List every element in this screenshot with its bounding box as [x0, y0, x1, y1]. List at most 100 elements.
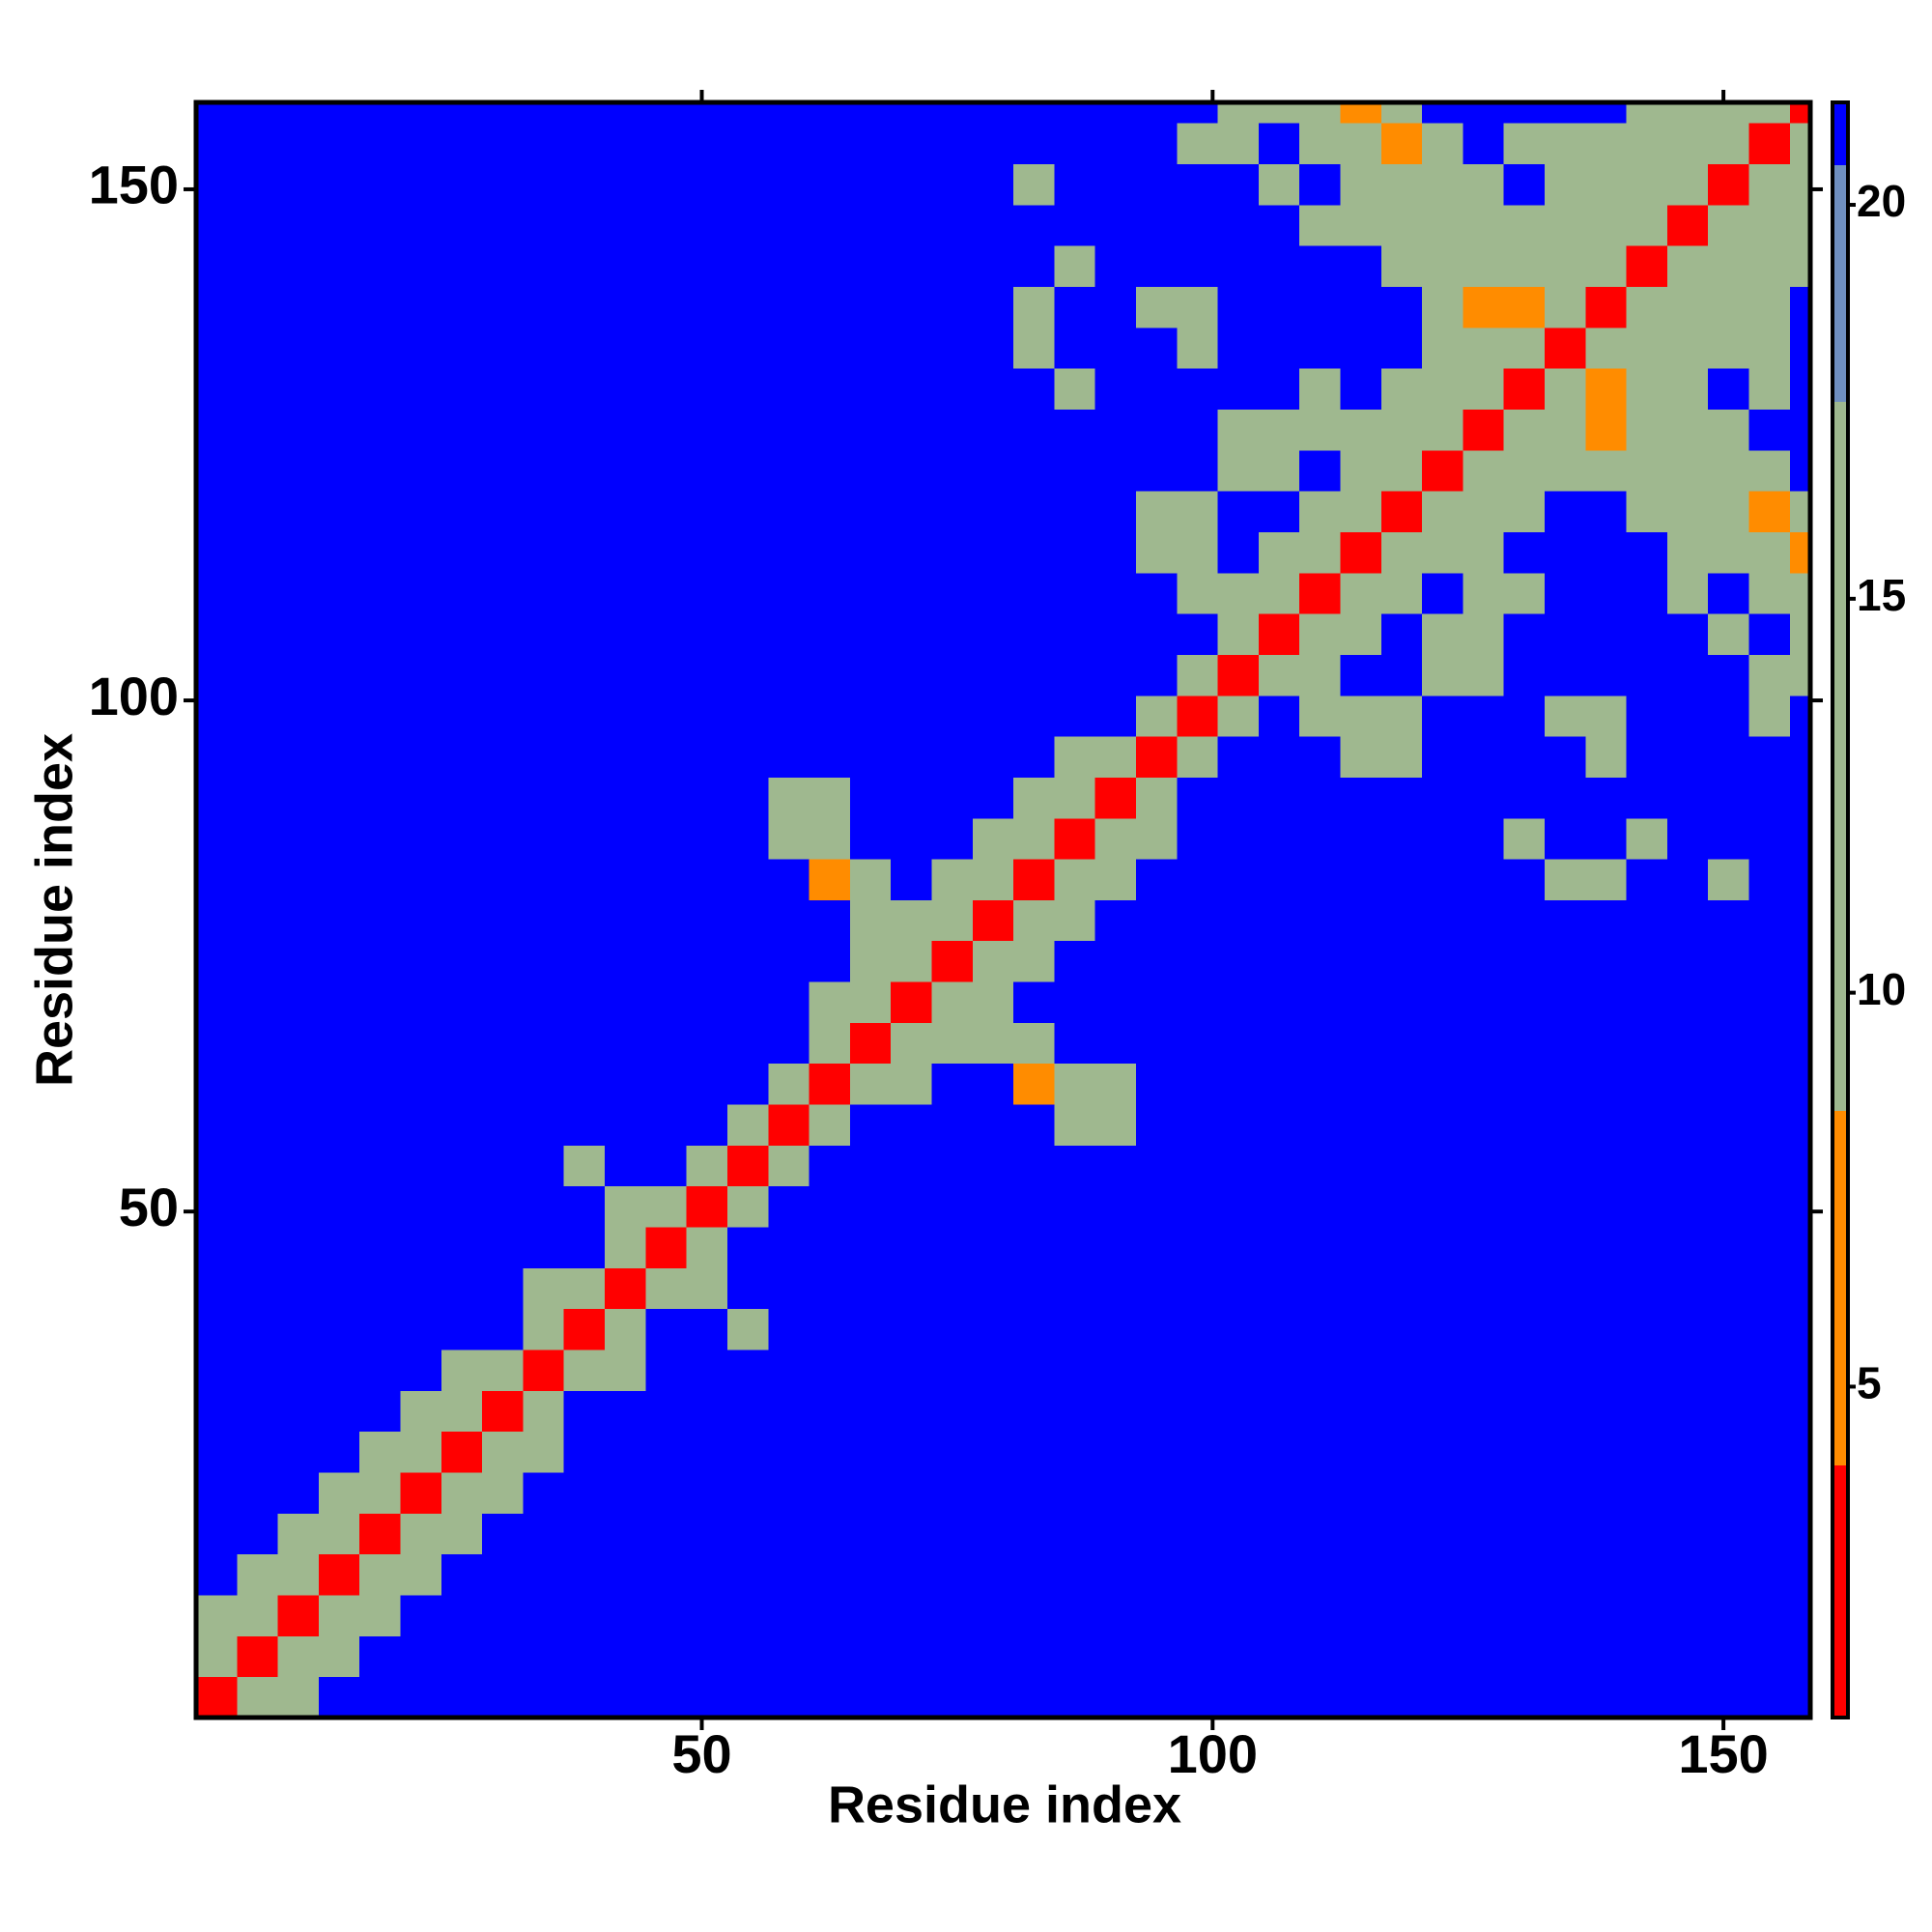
- heatmap-cell: [482, 572, 524, 614]
- heatmap-cell: [1054, 1472, 1096, 1514]
- heatmap-cell: [891, 368, 932, 410]
- heatmap-cell: [972, 1635, 1014, 1678]
- heatmap-cell: [1422, 695, 1463, 737]
- heatmap-cell: [931, 777, 974, 819]
- heatmap-cell: [1258, 204, 1300, 246]
- heatmap-cell: [809, 1472, 851, 1514]
- heatmap-cell: [563, 1553, 606, 1596]
- heatmap-cell: [277, 1513, 320, 1555]
- heatmap-cell: [1626, 736, 1668, 778]
- heatmap-cell: [318, 491, 360, 532]
- heatmap-cell: [1054, 409, 1096, 451]
- heatmap-cell: [931, 1513, 974, 1555]
- heatmap-cell: [440, 1185, 483, 1228]
- heatmap-cell: [1054, 899, 1096, 942]
- heatmap-cell: [809, 817, 851, 860]
- heatmap-cell: [277, 1350, 320, 1391]
- heatmap-cell: [972, 1267, 1014, 1310]
- heatmap-cell: [605, 613, 646, 655]
- heatmap-cell: [1422, 1635, 1463, 1678]
- heatmap-cell: [1217, 531, 1260, 574]
- heatmap-cell: [1748, 981, 1791, 1023]
- heatmap-cell: [809, 204, 851, 246]
- heatmap-cell: [237, 1472, 279, 1514]
- heatmap-cell: [686, 1676, 728, 1719]
- heatmap-cell: [277, 940, 320, 982]
- heatmap-cell: [972, 899, 1014, 942]
- heatmap-cell: [237, 1267, 279, 1310]
- heatmap-cell: [523, 817, 565, 860]
- heatmap-cell: [891, 981, 932, 1023]
- heatmap-cell: [1666, 736, 1709, 778]
- heatmap-cell: [1217, 123, 1260, 164]
- heatmap-cell: [1258, 102, 1300, 124]
- heatmap-cell: [196, 817, 238, 860]
- heatmap-cell: [605, 1063, 646, 1105]
- heatmap-cell: [440, 572, 483, 614]
- heatmap-cell: [1626, 1185, 1668, 1228]
- heatmap-cell: [1666, 613, 1709, 655]
- heatmap-cell: [1094, 1553, 1137, 1596]
- heatmap-cell: [482, 1104, 524, 1146]
- heatmap-cell: [196, 695, 238, 737]
- heatmap-cell: [1217, 940, 1260, 982]
- heatmap-cell: [1013, 572, 1055, 614]
- heatmap-cell: [196, 1308, 238, 1350]
- heatmap-cell: [972, 981, 1014, 1023]
- heatmap-cell: [972, 1350, 1014, 1391]
- heatmap-cell: [1545, 572, 1586, 614]
- heatmap-cell: [523, 1185, 565, 1228]
- heatmap-cell: [1708, 491, 1750, 532]
- heatmap-cell: [1585, 1553, 1628, 1596]
- heatmap-cell: [1217, 695, 1260, 737]
- heatmap-cell: [1135, 1390, 1178, 1433]
- heatmap-cell: [1463, 491, 1505, 532]
- heatmap-cell: [1054, 1063, 1096, 1105]
- heatmap-cell: [768, 327, 810, 369]
- heatmap-cell: [891, 695, 932, 737]
- heatmap-cell: [1054, 1350, 1096, 1391]
- heatmap-cell: [1094, 1676, 1137, 1719]
- heatmap-cell: [1503, 102, 1546, 124]
- heatmap-cell: [931, 1308, 974, 1350]
- heatmap-cell: [1545, 981, 1586, 1023]
- heatmap-cell: [523, 123, 565, 164]
- heatmap-cell: [768, 449, 810, 492]
- heatmap-cell: [196, 1472, 238, 1514]
- heatmap-cell: [1299, 736, 1342, 778]
- heatmap-cell: [1748, 940, 1791, 982]
- heatmap-cell: [1380, 1431, 1423, 1473]
- heatmap-cell: [1013, 1308, 1055, 1350]
- heatmap-cell: [1094, 859, 1137, 900]
- heatmap-cell: [482, 204, 524, 246]
- heatmap-cell: [237, 204, 279, 246]
- heatmap-cell: [359, 1104, 402, 1146]
- heatmap-cell: [768, 1350, 810, 1391]
- heatmap-cell: [1177, 531, 1219, 574]
- heatmap-cell: [237, 1227, 279, 1268]
- heatmap-cell: [1094, 613, 1137, 655]
- heatmap-cell: [1177, 817, 1219, 860]
- heatmap-cell: [972, 245, 1014, 287]
- heatmap-cell: [1177, 1227, 1219, 1268]
- heatmap-cell: [1340, 1022, 1382, 1065]
- heatmap-cell: [726, 327, 769, 369]
- heatmap-cell: [1626, 1145, 1668, 1187]
- heatmap-cell: [1789, 1513, 1811, 1555]
- heatmap-cell: [318, 245, 360, 287]
- heatmap-cell: [1666, 940, 1709, 982]
- heatmap-cell: [1666, 859, 1709, 900]
- heatmap-cell: [1299, 1472, 1342, 1514]
- heatmap-cell: [1013, 1553, 1055, 1596]
- heatmap-cell: [931, 245, 974, 287]
- heatmap-cell: [605, 327, 646, 369]
- heatmap-cell: [1380, 1022, 1423, 1065]
- heatmap-cell: [768, 204, 810, 246]
- heatmap-cell: [482, 368, 524, 410]
- heatmap-cell: [931, 1063, 974, 1105]
- heatmap-cell: [1340, 368, 1382, 410]
- heatmap-cell: [809, 1350, 851, 1391]
- heatmap-cell: [237, 286, 279, 328]
- heatmap-cell: [605, 899, 646, 942]
- heatmap-cell: [1422, 777, 1463, 819]
